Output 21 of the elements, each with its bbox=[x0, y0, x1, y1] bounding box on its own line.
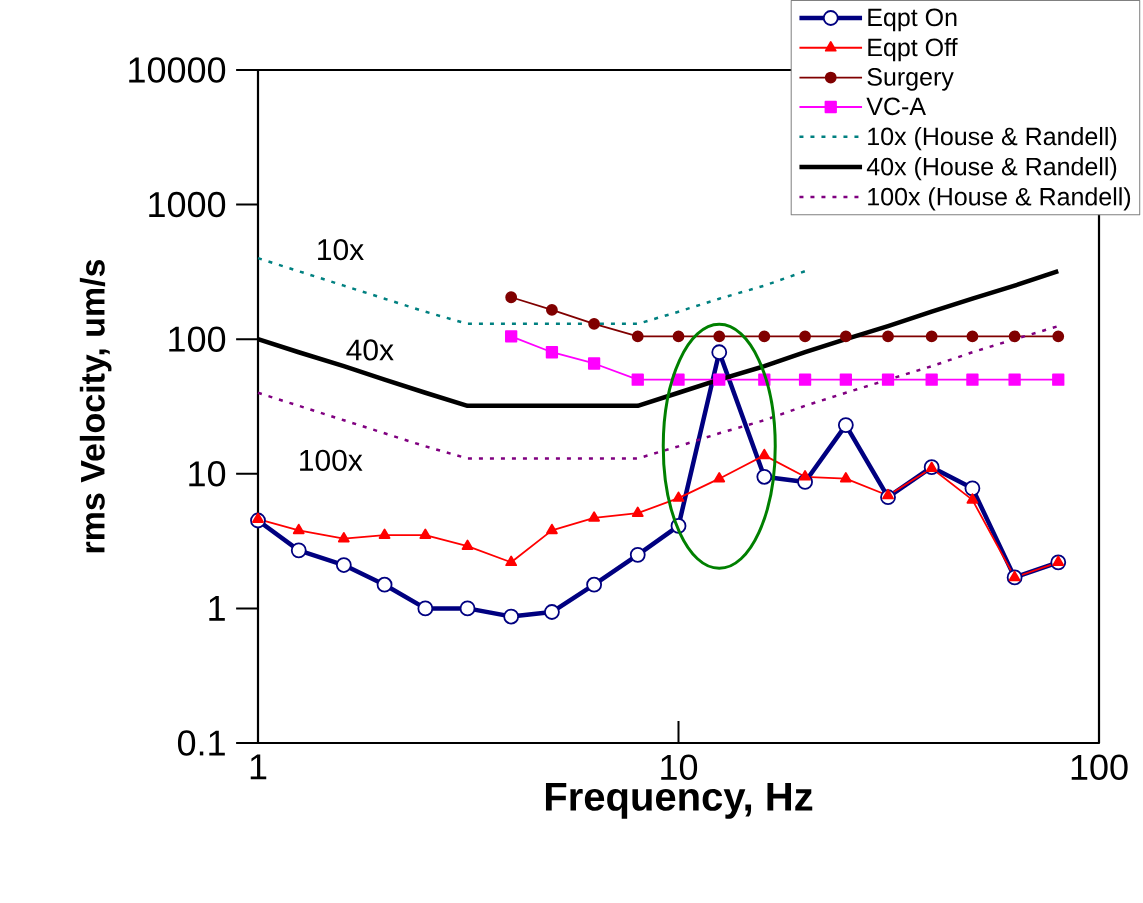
legend-label: Surgery bbox=[867, 68, 954, 91]
x-axis-title: Frequency, Hz bbox=[545, 782, 813, 819]
annotation: 10x bbox=[318, 239, 364, 261]
annotation: 40x bbox=[346, 339, 394, 361]
legend-label: Eqpt On bbox=[868, 8, 957, 32]
x-tick-label: 100 bbox=[1071, 754, 1128, 781]
y-tick-label: 0.1 bbox=[177, 730, 225, 756]
y-tick-label: 10000 bbox=[129, 57, 226, 83]
legend-label: Eqpt Off bbox=[868, 37, 958, 62]
legend-label: 40x (House & Randell) bbox=[866, 157, 1117, 181]
legend-label: 10x (House & Randell) bbox=[868, 126, 1117, 151]
legend-label: 100x (House & Randell) bbox=[868, 187, 1131, 211]
x-tick-label: 10 bbox=[661, 754, 698, 781]
legend-label: VC-A bbox=[866, 97, 926, 116]
x-tick-label: 1 bbox=[250, 754, 267, 780]
y-tick-label: 1000 bbox=[149, 191, 226, 218]
y-tick-label: 100 bbox=[169, 326, 226, 352]
annotation: 100x bbox=[300, 449, 363, 471]
y-tick-label: 1 bbox=[209, 596, 225, 621]
y-tick-label: 10 bbox=[189, 461, 226, 487]
y-axis-title: rms Velocity, um/s bbox=[79, 259, 112, 553]
